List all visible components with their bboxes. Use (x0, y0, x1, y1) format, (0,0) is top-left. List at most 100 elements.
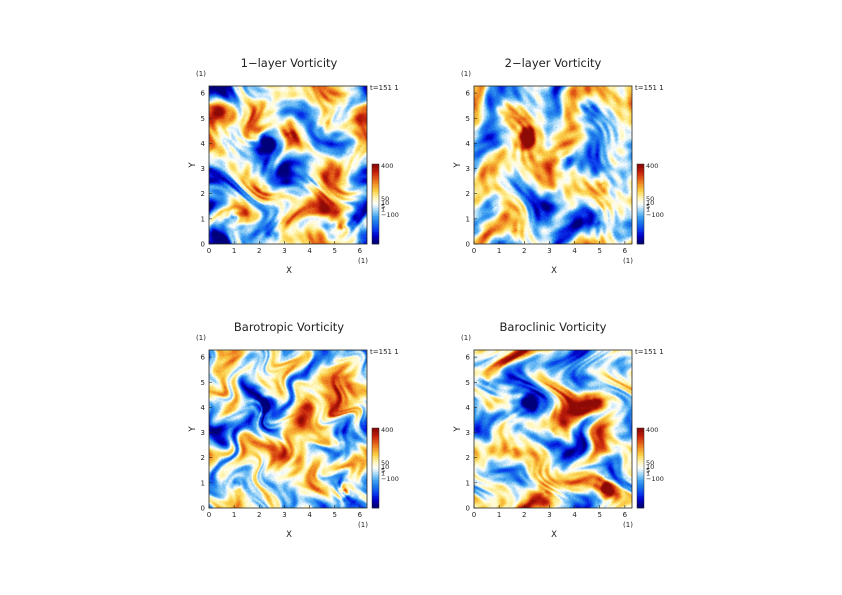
y-axis-label: Y (188, 426, 198, 433)
colorbar-segment (372, 470, 379, 473)
colorbar-segment (372, 234, 379, 237)
colorbar-label: 10 (381, 463, 389, 471)
colorbar-segment (637, 164, 644, 167)
colorbar-segment (372, 208, 379, 211)
x-tick-label: 0 (472, 511, 476, 519)
colorbar-label: 400 (646, 162, 658, 170)
x-tick-label: 1 (497, 247, 501, 255)
colorbar-segment (637, 466, 644, 469)
colorbar-frame (371, 427, 380, 509)
colorbar-segment (372, 480, 379, 483)
colorbar-segment (637, 428, 644, 431)
colorbar-segment (372, 434, 379, 437)
colorbar-label: 50 (381, 459, 389, 467)
colorbar-frame (636, 427, 645, 509)
colorbar-segment (637, 430, 644, 433)
colorbar-segment (637, 212, 644, 215)
colorbar-segment (637, 506, 644, 509)
colorbar-label: 1 (646, 206, 650, 214)
colorbar-segment (637, 210, 644, 213)
colorbar-segment (637, 464, 644, 467)
colorbar-segment (372, 242, 379, 245)
colorbar-segment (637, 232, 644, 235)
colorbar-segment (372, 172, 379, 175)
time-label: t=151 1 (370, 84, 399, 92)
colorbar-label: −100 (381, 475, 399, 483)
plot-frame (208, 349, 368, 509)
y-tick-label: 3 (201, 429, 205, 437)
colorbar-segment (372, 228, 379, 231)
y-tick-label: 5 (466, 379, 470, 387)
colorbar-label: 5 (381, 467, 385, 475)
x-tick-label: 0 (472, 247, 476, 255)
colorbar-segment (372, 458, 379, 461)
vorticity-panel: Barotropic Vorticity 0 1 2 3 4 5 6 0 1 2 3 4 5 6 X Y (1) (… (188, 320, 399, 540)
colorbar-label: 1 (381, 470, 385, 478)
vorticity-heatmap (474, 86, 632, 244)
vorticity-heatmap (209, 350, 367, 508)
colorbar-segment (372, 240, 379, 243)
colorbar-segment (637, 198, 644, 201)
colorbar-label: 50 (646, 459, 654, 467)
colorbar-segment (637, 188, 644, 191)
colorbar-segment (637, 228, 644, 231)
colorbar-segment (637, 486, 644, 489)
colorbar-segment (372, 498, 379, 501)
y-tick-label: 2 (201, 454, 205, 462)
y-tick-label: 5 (466, 115, 470, 123)
colorbar-segment (372, 494, 379, 497)
colorbar-segment (372, 486, 379, 489)
x-tick-label: 3 (547, 511, 551, 519)
colorbar-segment (637, 238, 644, 241)
y-tick-label: 2 (201, 190, 205, 198)
vorticity-panel: 2−layer Vorticity 0 1 2 3 4 5 6 0 1 2 3 4 5 6 X Y (1) (1) t… (453, 56, 664, 276)
colorbar-frame (371, 163, 380, 245)
colorbar-segment (637, 178, 644, 181)
colorbar-segment (637, 454, 644, 457)
colorbar-segment (372, 444, 379, 447)
colorbar-segment (637, 462, 644, 465)
x-tick-label: 0 (207, 511, 211, 519)
x-tick-label: 6 (358, 247, 363, 255)
y-tick-label: 3 (466, 165, 470, 173)
x-unit-label: (1) (623, 521, 633, 529)
colorbar-segment (372, 178, 379, 181)
colorbar-segment (637, 450, 644, 453)
x-tick-label: 3 (547, 247, 551, 255)
colorbar-segment (372, 194, 379, 197)
colorbar-segment (372, 466, 379, 469)
colorbar-segment (637, 184, 644, 187)
colorbar-segment (372, 446, 379, 449)
time-label: t=151 1 (635, 348, 664, 356)
colorbar-segment (372, 212, 379, 215)
colorbar-segment (637, 434, 644, 437)
colorbar-segment (637, 208, 644, 211)
x-tick-label: 5 (598, 511, 602, 519)
colorbar-segment (637, 230, 644, 233)
vorticity-panel: Baroclinic Vorticity 0 1 2 3 4 5 6 0 1 2 3 4 5 6 X Y (1) (… (453, 320, 664, 540)
colorbar-segment (637, 494, 644, 497)
colorbar-segment (637, 456, 644, 459)
x-axis-label: X (286, 266, 292, 276)
colorbar-segment (637, 218, 644, 221)
panel-title: 1−layer Vorticity (241, 56, 338, 70)
vorticity-heatmap (474, 350, 632, 508)
y-unit-label: (1) (196, 70, 206, 78)
colorbar-segment (637, 200, 644, 203)
panel-title: Baroclinic Vorticity (500, 320, 607, 334)
x-tick-label: 4 (307, 247, 312, 255)
colorbar-segment (372, 176, 379, 179)
colorbar-label: 5 (646, 203, 650, 211)
colorbar-segment (372, 180, 379, 183)
y-tick-label: 0 (201, 241, 205, 249)
y-tick-label: 6 (201, 90, 206, 98)
plot-frame (473, 85, 633, 245)
colorbar-segment (637, 488, 644, 491)
time-label: t=151 1 (635, 84, 664, 92)
x-tick-label: 6 (358, 511, 363, 519)
colorbar-segment (637, 448, 644, 451)
y-axis-label: Y (453, 162, 463, 169)
colorbar-segment (637, 220, 644, 223)
vorticity-heatmap (209, 86, 367, 244)
